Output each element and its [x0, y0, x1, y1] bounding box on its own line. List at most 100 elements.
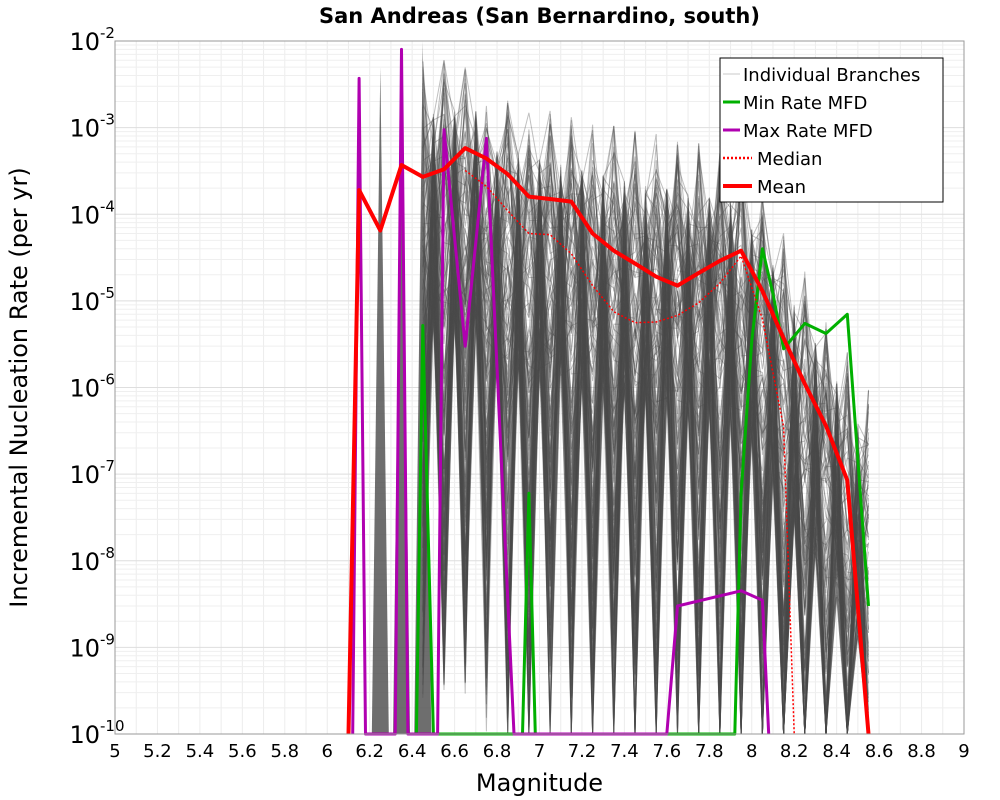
branch-line	[422, 124, 869, 711]
branch-line	[422, 129, 869, 735]
y-tick-base: 10	[69, 288, 100, 316]
branch-line	[422, 162, 869, 735]
branch-line	[422, 144, 869, 674]
branch-line	[422, 119, 869, 735]
x-tick-label: 7.8	[695, 741, 724, 762]
branch-line	[422, 171, 869, 735]
branch-line	[422, 108, 869, 735]
legend: Individual Branches Min Rate MFD Max Rate …	[719, 57, 944, 203]
x-tick-label: 6.4	[398, 741, 427, 762]
branch-line	[422, 128, 869, 735]
x-tick-label: 6.8	[483, 741, 512, 762]
branch-line	[422, 116, 869, 735]
branch-line	[422, 129, 869, 735]
branch-line	[422, 100, 869, 735]
branch-line	[422, 151, 869, 735]
plot-frame	[114, 40, 965, 735]
branch-line	[422, 117, 869, 735]
y-tick-exponent: -8	[100, 544, 115, 562]
branch-line	[422, 154, 869, 735]
branch-line	[422, 138, 869, 735]
branch-line	[422, 173, 869, 735]
x-tick-label: 6	[322, 741, 333, 762]
branch-line	[422, 192, 869, 735]
x-tick-label: 8	[746, 741, 757, 762]
branch-line	[422, 144, 869, 735]
branch-line	[422, 140, 869, 735]
branch-line	[422, 118, 869, 735]
branch-line	[422, 170, 869, 735]
branch-line	[422, 124, 869, 735]
branch-line	[422, 118, 869, 735]
branch-line	[422, 61, 869, 735]
branch-line	[422, 117, 869, 735]
branch-line	[422, 145, 869, 735]
y-tick-exponent: -4	[100, 197, 115, 215]
branch-line	[422, 60, 869, 735]
y-tick-base: 10	[69, 201, 100, 229]
x-tick-label: 6.2	[355, 741, 384, 762]
y-tick-exponent: -9	[100, 630, 115, 648]
branch-line	[422, 99, 869, 735]
y-axis-label: Incremental Nucleation Rate (per yr)	[5, 167, 33, 607]
branch-line	[422, 171, 869, 735]
branch-line	[422, 83, 869, 735]
branch-line	[422, 120, 869, 735]
branch-line	[422, 127, 869, 735]
branch-line	[422, 133, 869, 735]
legend-label: Individual Branches	[743, 65, 920, 86]
legend-label: Mean	[757, 177, 806, 198]
branch-line	[422, 125, 869, 735]
legend-box	[719, 57, 944, 203]
branch-line	[422, 67, 869, 735]
branch-line	[422, 153, 869, 735]
x-tick-label: 8.8	[907, 741, 936, 762]
branch-line	[422, 116, 869, 735]
branch-line	[422, 137, 869, 735]
x-tick-label: 5	[109, 741, 120, 762]
branch-line	[422, 79, 869, 735]
branch-line	[422, 162, 869, 735]
branch-line	[422, 150, 869, 735]
branch-line	[422, 102, 869, 735]
branch-line	[422, 68, 869, 735]
branch-line	[422, 114, 869, 735]
y-tick-exponent: -3	[100, 111, 115, 129]
branch-line	[422, 111, 869, 735]
branch-line	[422, 102, 869, 735]
branch-line	[422, 92, 869, 735]
y-tick-base: 10	[69, 375, 100, 403]
branch-line	[422, 133, 869, 735]
branch-line	[422, 111, 869, 735]
series-median	[464, 169, 795, 735]
x-tick-label: 7.4	[610, 741, 639, 762]
branch-line	[422, 175, 869, 735]
legend-label: Min Rate MFD	[743, 93, 867, 114]
branch-line	[422, 116, 869, 735]
branch-line	[422, 142, 869, 733]
branch-peak	[371, 67, 389, 734]
branch-line	[422, 67, 869, 735]
branch-line	[422, 135, 869, 735]
legend-label: Max Rate MFD	[743, 121, 873, 142]
branch-line	[422, 130, 869, 735]
branch-line	[422, 129, 869, 735]
branch-line	[422, 125, 869, 735]
y-tick-base: 10	[69, 721, 100, 749]
x-tick-label: 7	[534, 741, 545, 762]
branch-line	[422, 127, 869, 735]
branch-line	[422, 117, 869, 735]
x-tick-label: 5.6	[228, 741, 257, 762]
branch-line	[422, 123, 869, 735]
y-tick-exponent: -5	[100, 284, 115, 302]
x-tick-label: 8.4	[822, 741, 851, 762]
branch-line	[422, 135, 869, 735]
branch-line	[422, 121, 869, 735]
branch-line	[422, 81, 869, 735]
branch-line	[422, 152, 869, 735]
branch-line	[422, 138, 869, 735]
y-tick-exponent: -7	[100, 457, 115, 475]
y-tick-base: 10	[69, 548, 100, 576]
y-tick-base: 10	[69, 461, 100, 489]
x-tick-label: 7.2	[568, 741, 597, 762]
